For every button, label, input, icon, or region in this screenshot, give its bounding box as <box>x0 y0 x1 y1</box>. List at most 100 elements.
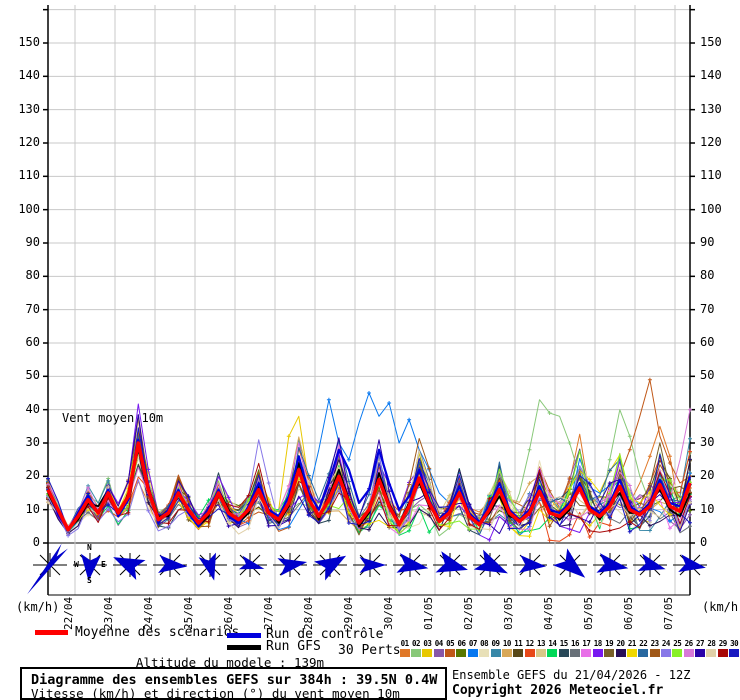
pert-color-swatch <box>717 649 728 657</box>
wind-direction-arrow <box>596 553 629 573</box>
pert-color-swatch <box>422 649 433 657</box>
wind-direction-arrow <box>359 557 387 573</box>
pert-color-swatch <box>592 649 603 657</box>
date-label: 27/04 <box>262 596 275 630</box>
pert-number: 06 <box>457 639 466 648</box>
pert-color-swatch <box>456 649 467 657</box>
pert-key-item: 13 <box>535 639 546 657</box>
pert-key-item: 12 <box>524 639 535 657</box>
pert-number: 12 <box>525 639 535 648</box>
y-tick-label-right: 150 <box>700 35 722 49</box>
pert-key-item: 26 <box>683 639 694 657</box>
pert-key-item: 23 <box>649 639 660 657</box>
pert-number: 19 <box>605 639 614 648</box>
wind-arrow-4 <box>193 552 227 581</box>
chart-title-box: Diagramme des ensembles GEFS sur 384h : … <box>20 667 447 700</box>
pert-key-item: 09 <box>490 639 501 657</box>
legend-gfs-swatch <box>227 645 261 650</box>
pert-color-swatch <box>445 649 456 657</box>
wind-direction-arrow <box>238 555 265 570</box>
y-tick-label-left: 40 <box>25 401 40 416</box>
legend-gfs-label: Run GFS <box>266 639 321 654</box>
date-label: 01/05 <box>422 596 435 630</box>
pert-color-swatch <box>604 649 615 657</box>
legend-mean-label: Moyenne des scénarios <box>75 625 240 640</box>
pert-key-item: 04 <box>433 639 444 657</box>
pert-key-item: 27 <box>694 639 706 657</box>
y-tick-label-left: 110 <box>18 168 40 183</box>
wind-direction-arrow <box>158 555 188 573</box>
y-tick-label-left: 20 <box>25 468 40 483</box>
wind-arrow-10 <box>433 551 468 577</box>
pert-color-swatch <box>570 649 581 657</box>
y-tick-label-right: 110 <box>700 168 722 183</box>
pert-key-item: 02 <box>410 639 422 657</box>
wind-direction-arrow <box>198 552 217 581</box>
wind-direction-arrow <box>473 549 508 574</box>
wind-direction-arrow <box>113 557 146 581</box>
pert-number: 23 <box>650 639 660 648</box>
ensemble-mean-line <box>46 441 692 532</box>
y-tick-label-right: 140 <box>700 68 722 83</box>
pert-number: 14 <box>548 639 557 648</box>
pert-color-swatch <box>501 649 512 657</box>
wind-direction-arrow <box>637 553 666 572</box>
pert-color-swatch <box>695 649 706 657</box>
date-label: 05/05 <box>582 596 595 630</box>
wind-direction-arrow <box>27 543 68 595</box>
pert-number: 29 <box>718 639 728 648</box>
pert-key-item: 16 <box>569 639 581 657</box>
legend-control-swatch <box>227 633 261 638</box>
pert-number: 03 <box>423 639 432 648</box>
wind-direction-arrow <box>435 551 468 573</box>
inplot-variable-label: Vent moyen 10m <box>62 411 164 425</box>
pert-number: 21 <box>627 639 637 648</box>
pert-key-item: 06 <box>456 639 467 657</box>
y-tick-label-left: 30 <box>25 435 40 449</box>
pert-number: 17 <box>582 639 591 648</box>
wind-arrow-1 <box>73 553 107 582</box>
date-label: 06/05 <box>622 596 635 630</box>
y-tick-label-left: 60 <box>25 335 40 349</box>
pert-color-swatch <box>638 649 649 657</box>
wind-direction-arrow <box>518 555 547 574</box>
pert-number: 11 <box>514 639 523 648</box>
pert-color-swatch <box>581 649 592 657</box>
compass-n-label: N <box>87 543 92 552</box>
pert-number: 20 <box>616 639 625 648</box>
y-tick-label-left: 70 <box>25 301 40 316</box>
pert-color-swatch <box>535 649 546 657</box>
pert-color-swatch <box>558 649 569 657</box>
pert-number: 25 <box>673 639 682 648</box>
pert-color-swatch <box>467 649 478 657</box>
legend-mean-swatch <box>35 630 68 635</box>
pert-key-item: 01 <box>399 639 410 657</box>
y-tick-label-left: 80 <box>25 268 40 283</box>
pert-number: 22 <box>639 639 648 648</box>
pert-number: 02 <box>412 639 421 648</box>
wind-arrow-6 <box>273 553 308 577</box>
wind-arrow-12 <box>513 553 547 577</box>
pert-number: 15 <box>559 639 569 648</box>
compass-w-label: W <box>74 560 79 569</box>
wind-arrow-14 <box>593 553 629 577</box>
y-tick-label-left: 0 <box>32 535 40 549</box>
wind-arrow-8 <box>353 553 387 577</box>
pert-color-swatch <box>399 649 410 657</box>
perturbation-color-key: 01 02 03 04 05 06 07 08 09 10 11 12 13 14 15 16 17 18 19 20… <box>399 639 740 657</box>
model-altitude-label: Altitude du modele : 139m <box>135 655 325 670</box>
pert-number: 16 <box>571 639 580 648</box>
pert-key-item: 20 <box>615 639 626 657</box>
copyright-label: Copyright 2026 Meteociel.fr <box>452 683 664 698</box>
pert-key-item: 22 <box>638 639 649 657</box>
y-tick-label-right: 100 <box>700 201 722 216</box>
pert-key-item: 25 <box>672 639 683 657</box>
y-tick-label-left: 90 <box>25 235 40 249</box>
y-tick-label-left: 50 <box>25 368 40 383</box>
pert-color-swatch <box>524 649 535 657</box>
pert-color-swatch <box>683 649 694 657</box>
chart-title: Diagramme des ensembles GEFS sur 384h : … <box>31 672 438 688</box>
pert-number: 27 <box>696 639 705 648</box>
